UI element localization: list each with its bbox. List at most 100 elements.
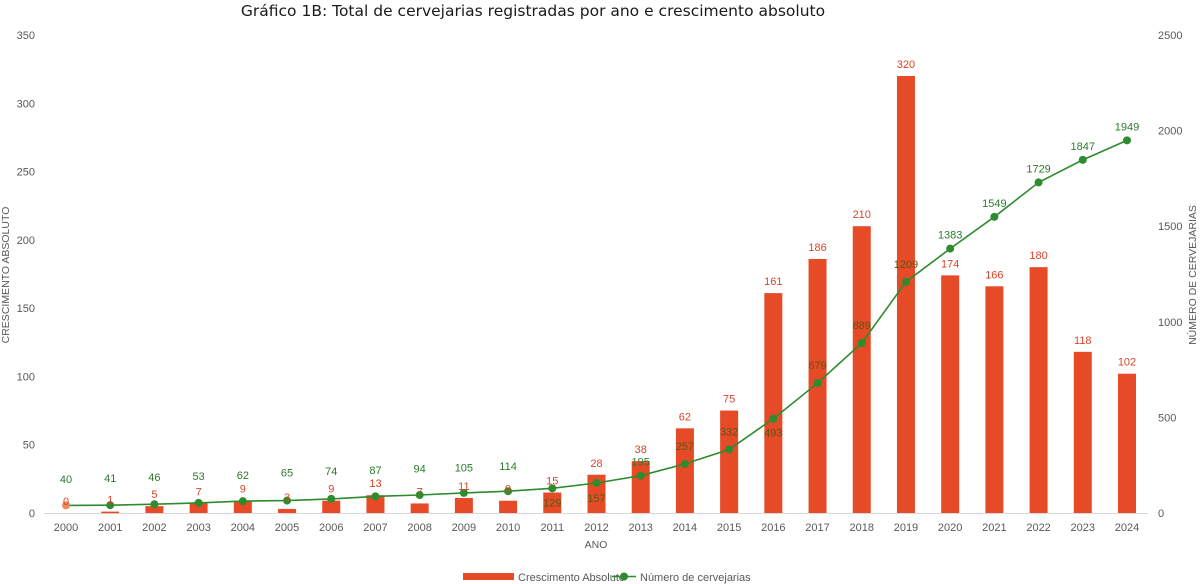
line-data-label: 105 [455, 462, 473, 474]
y-tick-label: 0 [29, 508, 35, 520]
bar-data-label: 161 [764, 276, 782, 288]
line-marker [504, 487, 513, 496]
x-tick-label: 2021 [982, 522, 1006, 534]
y-axis-title: CRESCIMENTO ABSOLUTO [0, 207, 12, 344]
line-marker [327, 494, 336, 503]
line-marker [62, 501, 70, 510]
line-marker [459, 488, 468, 497]
x-tick-label: 2012 [584, 522, 608, 534]
bar [764, 293, 783, 513]
bar-data-label: 5 [151, 489, 157, 501]
x-tick-label: 2007 [363, 522, 387, 534]
line-data-label: 41 [104, 473, 116, 485]
line-data-label: 1209 [894, 259, 918, 271]
line-data-label: 157 [587, 493, 605, 505]
y2-tick-label: 1000 [1158, 317, 1182, 329]
line-data-label: 65 [281, 468, 293, 480]
line-marker [769, 414, 778, 423]
bar-data-label: 13 [369, 478, 381, 490]
bar [631, 461, 650, 513]
bar-data-label: 0 [63, 496, 69, 508]
x-tick-label: 2002 [142, 522, 166, 534]
y-tick-label: 100 [17, 371, 35, 383]
line-marker [283, 496, 292, 505]
x-tick-label: 2006 [319, 522, 343, 534]
bar-data-label: 118 [1074, 335, 1092, 347]
y2-tick-label: 500 [1158, 412, 1176, 424]
line-marker [371, 492, 380, 501]
bar [454, 497, 473, 513]
x-tick-label: 2004 [231, 522, 255, 534]
line-data-label: 1949 [1115, 121, 1139, 133]
line-marker [857, 339, 866, 348]
legend-line-marker [620, 572, 628, 581]
bar-data-label: 75 [723, 394, 735, 406]
line-data-label: 62 [237, 470, 249, 482]
x-tick-label: 2019 [894, 522, 918, 534]
line-data-label: 1847 [1071, 141, 1095, 153]
x-tick-label: 2003 [186, 522, 210, 534]
bar-data-label: 3 [284, 492, 290, 504]
bar [410, 503, 429, 513]
bar-data-label: 186 [808, 242, 826, 254]
line-path [65, 139, 1128, 507]
y-tick-label: 250 [17, 167, 35, 179]
line-marker [725, 445, 734, 454]
line-data-label: 40 [60, 474, 72, 486]
x-tick-label: 2016 [761, 522, 785, 534]
bar-data-label: 210 [853, 209, 871, 221]
y-tick-label: 300 [17, 98, 35, 110]
line-marker [106, 501, 115, 510]
x-axis-title: ANO [585, 539, 608, 551]
bar [322, 500, 341, 513]
bar [189, 503, 208, 513]
x-tick-label: 2011 [540, 522, 564, 534]
bar [543, 492, 562, 513]
line-data-label: 1729 [1026, 163, 1050, 175]
x-tick-label: 2005 [275, 522, 299, 534]
line-data-label: 493 [764, 428, 782, 440]
bar [985, 286, 1004, 513]
legend-bar-swatch [463, 573, 514, 580]
line-marker [990, 212, 999, 221]
x-tick-label: 2000 [54, 522, 78, 534]
line-marker [680, 459, 689, 468]
x-tick-label: 2001 [98, 522, 122, 534]
bar [896, 75, 915, 513]
x-tick-label: 2009 [452, 522, 476, 534]
line-marker [592, 478, 601, 487]
y2-tick-label: 0 [1158, 508, 1164, 520]
bar [1073, 351, 1092, 513]
line-data-label: 53 [193, 471, 205, 483]
left-axis-ticks: 0 50 100 150 200 250 300 350 [17, 30, 35, 520]
bar-data-label: 28 [590, 458, 602, 470]
line-data-label: 679 [808, 360, 826, 372]
line-marker [238, 497, 247, 506]
line-data-label: 129 [543, 497, 561, 509]
x-tick-label: 2008 [407, 522, 431, 534]
line-marker [901, 277, 910, 286]
bar-data-labels: 0 1 5 7 939 137 11 9152838627516118621032017416… [63, 59, 1136, 508]
x-tick-label: 2020 [938, 522, 962, 534]
bar [675, 428, 694, 513]
line-marker [548, 484, 557, 493]
line-data-label: 195 [632, 457, 650, 469]
line-data-label: 257 [676, 441, 694, 453]
bar-data-label: 11 [458, 481, 469, 493]
x-axis-ticks: 2000 2001 2002 2003 2004 2005 2006 2007 2008 2009… [54, 522, 1139, 534]
line-marker [636, 471, 645, 480]
bar-data-label: 166 [985, 269, 1003, 281]
bar [499, 500, 518, 513]
x-tick-label: 2017 [805, 522, 829, 534]
line-data-label: 74 [325, 466, 337, 478]
line-marker [946, 244, 955, 253]
y2-tick-label: 2500 [1158, 30, 1182, 42]
bar-data-label: 7 [196, 486, 202, 498]
bar-data-label: 180 [1029, 250, 1047, 262]
y2-axis-title: NÚMERO DE CERVEJARIAS [1186, 205, 1199, 345]
bar-data-label: 102 [1118, 357, 1136, 369]
x-tick-label: 2022 [1026, 522, 1050, 534]
x-tick-label: 2010 [496, 522, 520, 534]
